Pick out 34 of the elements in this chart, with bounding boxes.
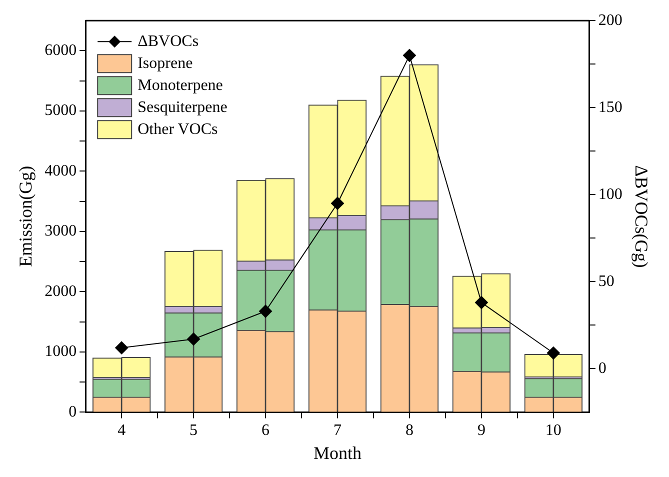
y-tick-label: 0 [68,403,77,420]
x-tick-label: 5 [190,422,198,440]
legend-label: Monoterpene [138,76,223,94]
legend-label: ΔBVOCs [138,32,199,50]
point [546,346,560,360]
y2-axis-title: ΔBVOCs(Gg) [631,165,652,268]
point [474,296,488,310]
y-axis-title: Emission(Gg) [16,166,36,267]
point [331,196,344,210]
x-tick-label: 9 [477,422,486,440]
y2-tick-label: 0 [598,360,606,377]
y-tick-label: 1000 [44,343,77,360]
y2-tick-label: 200 [598,12,622,29]
y-tick-label: 2000 [44,282,77,300]
y2-tick-label: 100 [598,186,622,203]
point [115,341,128,354]
x-tick-label: 7 [334,422,342,440]
x-tick-label: 8 [405,422,414,440]
x-tick-label: 6 [262,422,270,440]
legend-label: Isoprene [138,54,193,72]
x-axis-title: Month [313,442,362,463]
x-tick-label: 10 [545,422,562,440]
point [402,48,416,62]
y2-tick-label: 50 [598,272,614,290]
point [187,332,200,346]
legend-label: Sesquiterpene [138,98,228,116]
x-tick-label: 4 [118,422,126,440]
legend-label: Other VOCs [138,120,218,138]
point [259,304,272,318]
y-tick-label: 3000 [44,222,77,240]
y-tick-label: 4000 [44,162,77,180]
y2-tick-label: 150 [598,98,622,116]
y-tick-label: 5000 [44,102,77,120]
y-tick-label: 6000 [44,42,77,59]
